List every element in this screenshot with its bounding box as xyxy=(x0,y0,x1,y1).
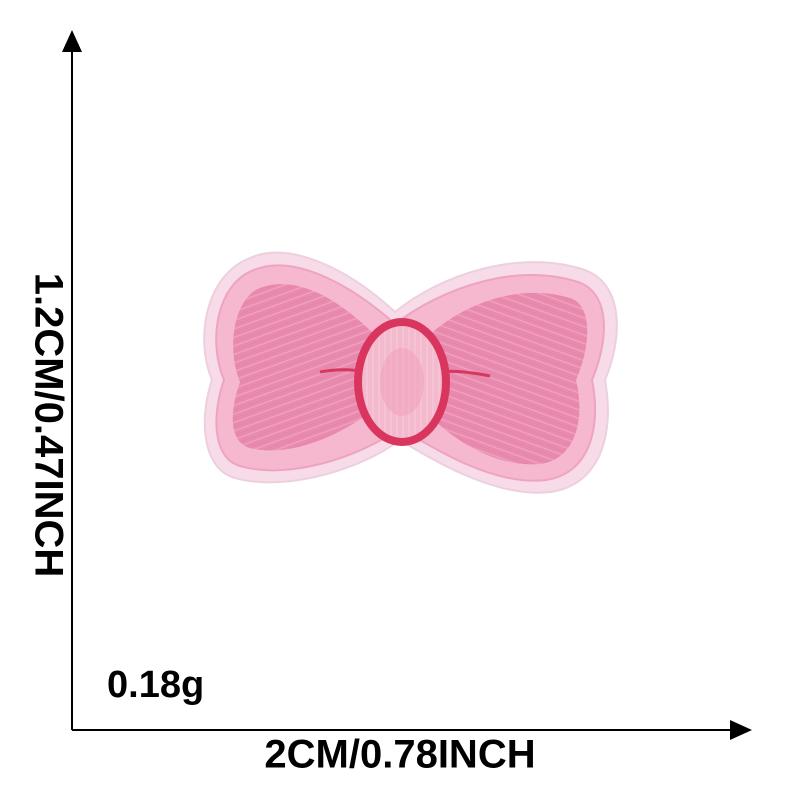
vertical-axis-arrow-icon xyxy=(62,30,82,52)
horizontal-axis-arrow-icon xyxy=(730,720,752,740)
width-dimension-label: 2CM/0.78INCH xyxy=(264,732,536,777)
bow-left-wing xyxy=(232,284,378,451)
bow-knot-inner xyxy=(380,348,424,416)
bow-right-wing xyxy=(424,292,588,465)
bow-patch-image xyxy=(203,251,618,494)
height-dimension-label: 1.2CM/0.47INCH xyxy=(26,272,71,578)
weight-label: 0.18g xyxy=(107,664,205,706)
